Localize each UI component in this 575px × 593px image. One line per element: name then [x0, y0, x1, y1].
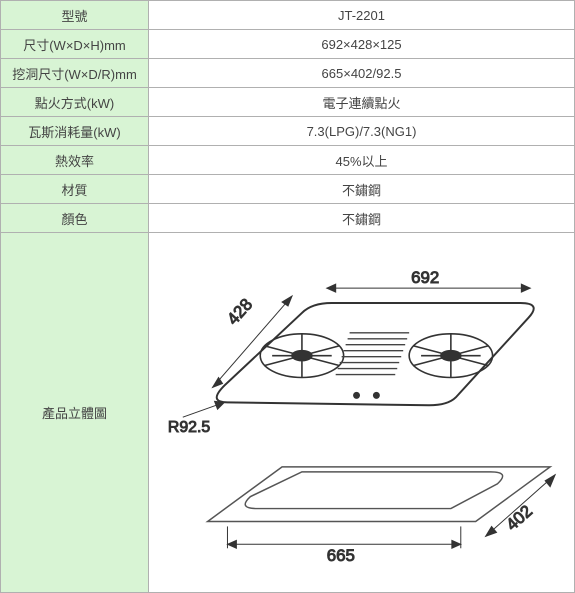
- dim-radius: R92.5: [168, 419, 211, 436]
- row-label-color: 顏色: [1, 204, 149, 233]
- row-value-ignition: 電子連續點火: [149, 88, 575, 117]
- row-label-cutout: 挖洞尺寸(W×D/R)mm: [1, 59, 149, 88]
- product-diagram: 428 692 R92.5: [153, 237, 570, 588]
- row-value-material: 不鏽鋼: [149, 175, 575, 204]
- row-label-model: 型號: [1, 1, 149, 30]
- dim-692: 692: [411, 268, 439, 287]
- diagram-label: 產品立體圖: [1, 233, 149, 593]
- dim-402: 402: [502, 501, 536, 534]
- dim-428: 428: [223, 295, 256, 329]
- row-value-model: JT-2201: [149, 1, 575, 30]
- row-label-ignition: 點火方式(kW): [1, 88, 149, 117]
- dim-665: 665: [327, 546, 355, 565]
- row-value-color: 不鏽鋼: [149, 204, 575, 233]
- row-label-material: 材質: [1, 175, 149, 204]
- row-value-eff: 45%以上: [149, 146, 575, 175]
- row-value-gas: 7.3(LPG)/7.3(NG1): [149, 117, 575, 146]
- row-label-eff: 熱效率: [1, 146, 149, 175]
- row-value-size: 692×428×125: [149, 30, 575, 59]
- row-label-gas: 瓦斯消耗量(kW): [1, 117, 149, 146]
- row-value-cutout: 665×402/92.5: [149, 59, 575, 88]
- row-label-size: 尺寸(W×D×H)mm: [1, 30, 149, 59]
- diagram-cell: 428 692 R92.5: [149, 233, 575, 593]
